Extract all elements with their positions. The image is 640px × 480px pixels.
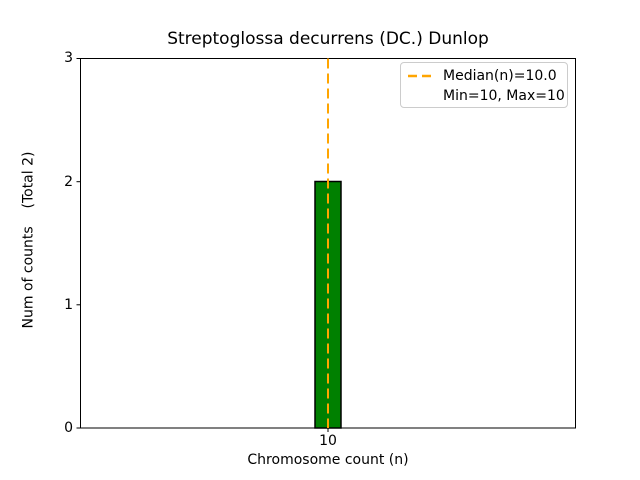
dashed-line-icon xyxy=(408,74,436,78)
y-tick-label-0: 0 xyxy=(64,420,73,436)
legend-label-median: Median(n)=10.0 xyxy=(443,68,557,84)
legend: Median(n)=10.0 Min=10, Max=10 xyxy=(400,62,568,108)
chart-title: Streptoglossa decurrens (DC.) Dunlop xyxy=(167,29,489,49)
legend-marker-spacer xyxy=(407,86,437,106)
legend-item-minmax: Min=10, Max=10 xyxy=(407,86,565,106)
x-tick-label: 10 xyxy=(319,433,337,449)
y-tick-label-3: 3 xyxy=(64,50,73,66)
legend-label-minmax: Min=10, Max=10 xyxy=(443,88,565,104)
y-tick-label-2: 2 xyxy=(64,174,73,190)
y-axis-label: Num of counts (Total 2) xyxy=(20,151,37,329)
legend-item-median: Median(n)=10.0 xyxy=(407,66,561,86)
x-axis-label: Chromosome count (n) xyxy=(247,452,409,468)
y-tick-label-1: 1 xyxy=(64,297,73,313)
